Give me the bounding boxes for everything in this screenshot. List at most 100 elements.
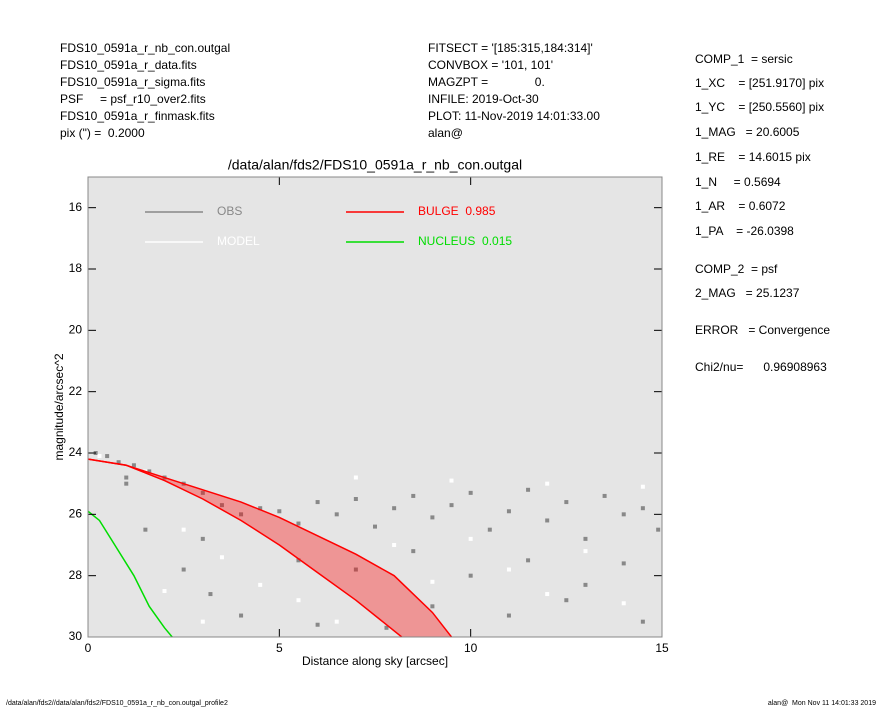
header-left-line: pix (") = 0.2000	[60, 126, 145, 140]
data-point	[219, 503, 224, 508]
header-right-line: 1_PA = -26.0398	[695, 224, 794, 238]
data-point	[621, 561, 626, 566]
data-point	[162, 589, 167, 593]
data-point	[296, 521, 301, 526]
data-point	[526, 487, 531, 492]
data-point	[430, 579, 435, 584]
data-point	[105, 454, 110, 459]
data-point	[564, 500, 569, 505]
legend-label: NUCLEUS 0.015	[418, 234, 512, 248]
header-middle-line: PLOT: 11-Nov-2019 14:01:33.00	[428, 109, 600, 123]
data-point	[468, 573, 473, 578]
header-right-line: 1_N = 0.5694	[695, 175, 781, 189]
data-point	[277, 509, 282, 514]
header-right-line: 1_RE = 14.6015 pix	[695, 150, 811, 164]
data-point	[468, 536, 473, 541]
data-point	[487, 527, 492, 532]
data-point	[640, 506, 645, 511]
data-point	[353, 475, 358, 480]
data-point	[564, 598, 569, 603]
y-tick-label: 20	[69, 323, 83, 337]
data-point	[353, 567, 358, 572]
legend-label: OBS	[217, 204, 242, 218]
data-point	[124, 475, 129, 480]
y-tick-label: 22	[69, 384, 83, 398]
data-point	[124, 481, 129, 486]
data-point	[545, 592, 550, 597]
data-point	[545, 518, 550, 523]
header-right-line: COMP_2 = psf	[695, 262, 778, 276]
data-point	[468, 490, 473, 495]
x-tick-label: 10	[464, 641, 478, 655]
data-point	[315, 500, 320, 505]
data-point	[583, 582, 588, 587]
data-point	[583, 536, 588, 541]
chart-title: /data/alan/fds2/FDS10_0591a_r_nb_con.out…	[228, 157, 522, 173]
data-point	[506, 509, 511, 514]
header-right-line: ERROR = Convergence	[695, 323, 830, 337]
data-point	[200, 536, 205, 541]
data-point	[411, 549, 416, 554]
data-point	[315, 622, 320, 627]
data-point	[392, 506, 397, 511]
data-point	[621, 601, 626, 606]
x-tick-label: 15	[655, 641, 669, 655]
data-point	[656, 527, 661, 532]
data-point	[181, 567, 186, 572]
data-point	[258, 506, 263, 511]
band-fill	[88, 459, 452, 637]
data-point	[430, 515, 435, 520]
data-point	[334, 512, 339, 517]
data-point	[296, 598, 301, 603]
data-point	[258, 582, 263, 587]
data-point	[411, 493, 416, 498]
y-axis-label: magnitude/arcsec^2	[52, 353, 66, 460]
y-tick-label: 26	[69, 507, 83, 521]
data-point	[506, 567, 511, 572]
legend-label: MODEL	[217, 234, 260, 248]
data-point	[640, 484, 645, 489]
header-right-line: COMP_1 = sersic	[695, 52, 793, 66]
data-point	[353, 497, 358, 501]
band-edge	[88, 458, 403, 637]
data-point	[200, 619, 205, 624]
header-middle-line: alan@	[428, 126, 463, 140]
header-middle-line: MAGZPT = 0.	[428, 75, 545, 89]
header-right-line: Chi2/nu= 0.96908963	[695, 360, 827, 374]
data-point	[449, 503, 454, 508]
data-point	[208, 592, 213, 597]
header-right-line: 1_YC = [250.5560] pix	[695, 100, 824, 114]
header-left-line: FDS10_0591a_r_nb_con.outgal	[60, 41, 230, 55]
header-middle-line: FITSECT = '[185:315,184:314]'	[428, 41, 593, 55]
header-middle-line: CONVBOX = '101, 101'	[428, 58, 553, 72]
header-left-line: FDS10_0591a_r_finmask.fits	[60, 109, 215, 123]
x-tick-label: 5	[276, 641, 283, 655]
header-left-line: FDS10_0591a_r_sigma.fits	[60, 75, 205, 89]
x-axis-label: Distance along sky [arcsec]	[302, 654, 448, 668]
line	[88, 510, 173, 637]
x-tick-label: 0	[85, 641, 92, 655]
header-right-line: 2_MAG = 25.1237	[695, 286, 800, 300]
data-point	[430, 604, 435, 609]
data-point	[583, 549, 588, 554]
data-point	[506, 613, 511, 618]
header-left-line: PSF = psf_r10_over2.fits	[60, 92, 206, 106]
plot-frame	[87, 176, 663, 638]
data-point	[239, 613, 244, 618]
header-left-line: FDS10_0591a_r_data.fits	[60, 58, 197, 72]
header-right-line: 1_XC = [251.9170] pix	[695, 76, 824, 90]
data-point	[545, 481, 550, 486]
legend-label: BULGE 0.985	[418, 204, 496, 218]
header-right-line: 1_AR = 0.6072	[695, 199, 786, 213]
y-tick-label: 16	[69, 200, 83, 214]
data-point	[392, 543, 397, 547]
header-middle-line: INFILE: 2019-Oct-30	[428, 92, 539, 106]
data-point	[296, 558, 301, 563]
data-point	[239, 512, 244, 517]
data-point	[373, 524, 377, 529]
data-point	[334, 619, 339, 624]
data-point	[181, 527, 186, 532]
band-edge	[88, 458, 453, 637]
plot-marks	[88, 451, 661, 637]
